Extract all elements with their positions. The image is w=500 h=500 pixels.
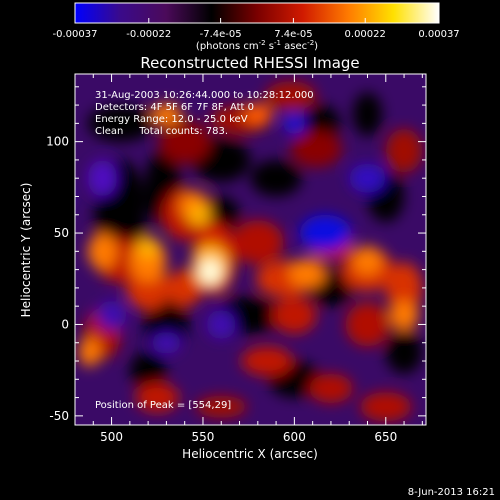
heatmap-image — [75, 74, 426, 425]
colorbar-tick-label: 0.00037 — [418, 29, 459, 40]
colorbar: -0.00037 -0.00022 -7.4e-05 7.4e-05 0.00022 0.… — [53, 2, 460, 52]
y-tick-label: 100 — [46, 135, 69, 149]
x-axis-ticks: 500 550 600 650 — [92, 74, 423, 444]
info-time-range: 31-Aug-2003 10:26:44.000 to 10:28:12.000 — [95, 90, 314, 101]
y-axis-label: Heliocentric Y (arcsec) — [19, 183, 33, 318]
colorbar-tick-labels: -0.00037 -0.00022 -7.4e-05 7.4e-05 0.00022 0.… — [53, 29, 460, 40]
info-energy-range: Energy Range: 12.0 - 25.0 keV — [95, 114, 248, 125]
x-tick-label: 550 — [192, 430, 215, 444]
colorbar-tick-label: -0.00022 — [126, 29, 171, 40]
colorbar-tick-label: 7.4e-05 — [274, 29, 312, 40]
y-axis-ticks: -50 0 50 100 — [46, 86, 426, 423]
x-tick-label: 650 — [374, 430, 397, 444]
peak-position-label: Position of Peak = [554,29] — [95, 400, 231, 411]
colorbar-tick-label: -7.4e-05 — [200, 29, 242, 40]
chart-title: Reconstructed RHESSI Image — [140, 54, 359, 72]
x-axis-label: Heliocentric X (arcsec) — [182, 447, 318, 461]
footer-date: 8-Jun-2013 16:21 — [408, 487, 495, 498]
info-block: 31-Aug-2003 10:26:44.000 to 10:28:12.000… — [95, 90, 314, 137]
plot-frame — [74, 73, 427, 426]
colorbar-frame — [74, 2, 440, 24]
y-tick-label: 0 — [61, 317, 69, 331]
colorbar-ticks — [74, 18, 440, 23]
colorbar-units: (photons cm-2 s-1 asec-2) — [196, 39, 318, 52]
info-clean-counts: Clean Total counts: 783. — [95, 126, 228, 137]
x-tick-label: 600 — [283, 430, 306, 444]
colorbar-tick-label: 0.00022 — [345, 29, 386, 40]
colorbar-tick-label: -0.00037 — [53, 29, 98, 40]
info-detectors: Detectors: 4F 5F 6F 7F 8F, Att 0 — [95, 102, 254, 113]
y-tick-label: 50 — [54, 226, 69, 240]
x-tick-label: 500 — [100, 430, 123, 444]
colorbar-strip — [75, 3, 439, 23]
y-tick-label: -50 — [49, 409, 69, 423]
